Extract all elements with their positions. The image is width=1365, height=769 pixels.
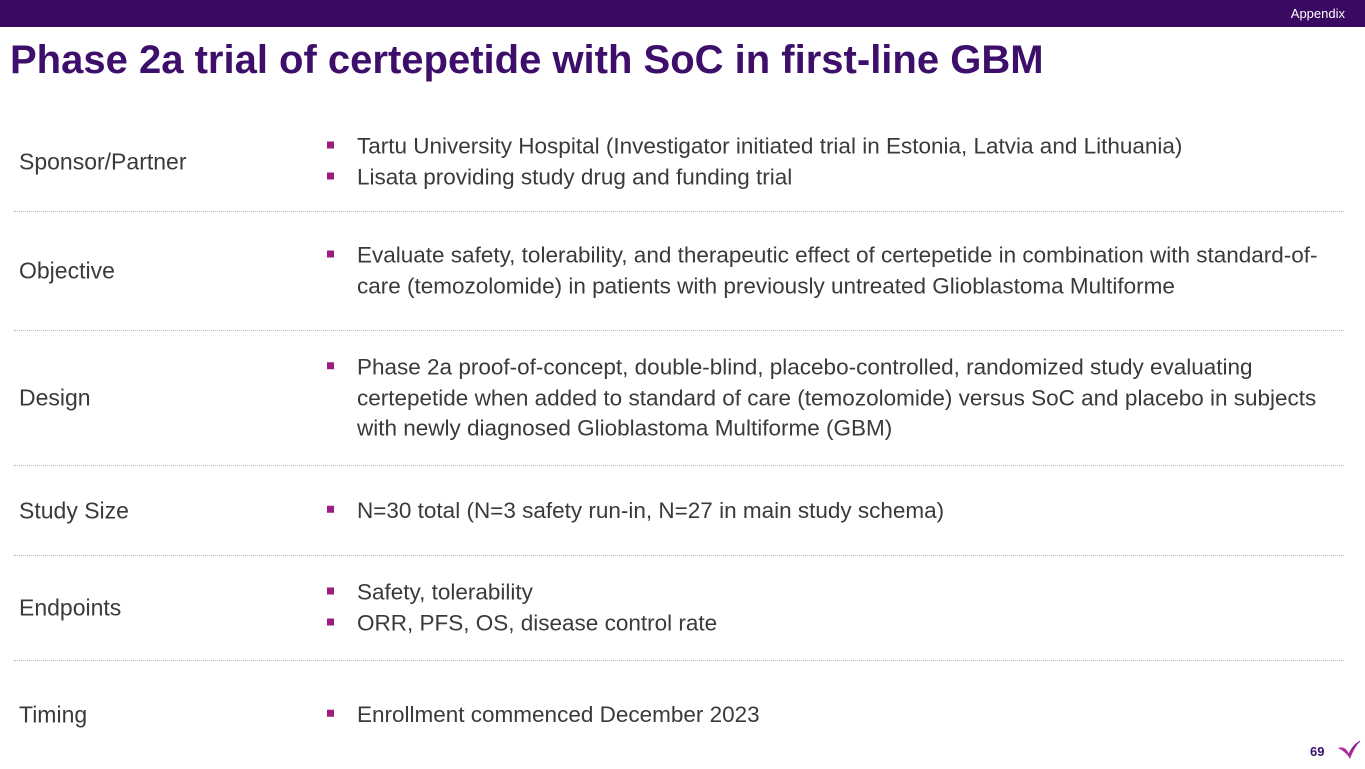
page-number: 69 bbox=[1310, 744, 1325, 759]
bullet-text: Evaluate safety, tolerability, and thera… bbox=[357, 242, 1318, 299]
bullet-item: Evaluate safety, tolerability, and thera… bbox=[327, 241, 1342, 302]
square-bullet-icon bbox=[327, 587, 334, 595]
bullet-item: N=30 total (N=3 safety run-in, N=27 in m… bbox=[327, 495, 1342, 526]
bullet-list: N=30 total (N=3 safety run-in, N=27 in m… bbox=[327, 495, 1342, 526]
bullet-text: Tartu University Hospital (Investigator … bbox=[357, 133, 1183, 159]
bullet-item: Lisata providing study drug and funding … bbox=[327, 162, 1342, 193]
header-bar: Appendix bbox=[0, 0, 1365, 27]
row-label: Endpoints bbox=[19, 594, 122, 621]
section-tag: Appendix bbox=[1290, 6, 1345, 21]
row-label: Objective bbox=[19, 257, 115, 284]
bullet-item: Enrollment commenced December 2023 bbox=[327, 700, 1342, 731]
row-label: Timing bbox=[19, 701, 88, 728]
bullet-list: Evaluate safety, tolerability, and thera… bbox=[327, 241, 1342, 302]
square-bullet-icon bbox=[327, 141, 334, 149]
bullet-text: Lisata providing study drug and funding … bbox=[357, 164, 793, 189]
bullet-item: Safety, tolerability bbox=[327, 578, 1342, 609]
bullet-text: Safety, tolerability bbox=[357, 579, 533, 605]
bullet-text: Phase 2a proof-of-concept, double-blind,… bbox=[357, 354, 1317, 441]
row-study-size: Study Size N=30 total (N=3 safety run-in… bbox=[14, 466, 1344, 556]
row-label: Design bbox=[19, 384, 91, 411]
lisata-bird-logo-icon bbox=[1338, 740, 1361, 759]
square-bullet-icon bbox=[327, 172, 334, 179]
bullet-list: Phase 2a proof-of-concept, double-blind,… bbox=[327, 352, 1342, 444]
square-bullet-icon bbox=[327, 709, 334, 717]
bullet-item: Tartu University Hospital (Investigator … bbox=[327, 132, 1342, 163]
row-objective: Objective Evaluate safety, tolerability,… bbox=[14, 212, 1344, 331]
slide-title: Phase 2a trial of certepetide with SoC i… bbox=[10, 38, 1044, 82]
square-bullet-icon bbox=[327, 362, 334, 370]
square-bullet-icon bbox=[327, 250, 334, 258]
bullet-list: Safety, tolerability ORR, PFS, OS, disea… bbox=[327, 578, 1342, 639]
square-bullet-icon bbox=[327, 618, 334, 625]
bullet-text: ORR, PFS, OS, disease control rate bbox=[357, 610, 718, 635]
bullet-item: ORR, PFS, OS, disease control rate bbox=[327, 608, 1342, 639]
row-label: Sponsor/Partner bbox=[19, 148, 187, 175]
bullet-item: Phase 2a proof-of-concept, double-blind,… bbox=[327, 352, 1342, 444]
square-bullet-icon bbox=[327, 505, 334, 513]
row-timing: Timing Enrollment commenced December 202… bbox=[14, 661, 1344, 769]
row-design: Design Phase 2a proof-of-concept, double… bbox=[14, 331, 1344, 466]
row-endpoints: Endpoints Safety, tolerability ORR, PFS,… bbox=[14, 556, 1344, 661]
bullet-list: Tartu University Hospital (Investigator … bbox=[327, 132, 1342, 193]
bullet-text: N=30 total (N=3 safety run-in, N=27 in m… bbox=[357, 497, 945, 523]
bullet-list: Enrollment commenced December 2023 bbox=[327, 700, 1342, 731]
row-label: Study Size bbox=[19, 497, 129, 523]
bullet-text: Enrollment commenced December 2023 bbox=[357, 701, 760, 727]
row-sponsor-partner: Sponsor/Partner Tartu University Hospita… bbox=[14, 113, 1344, 212]
